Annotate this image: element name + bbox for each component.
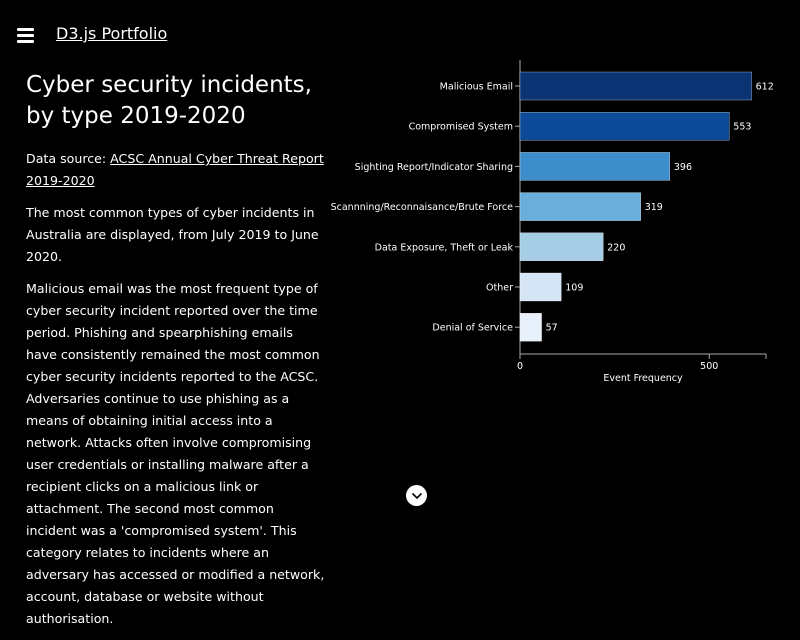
y-tick-label: Compromised System: [409, 122, 513, 133]
bar: [519, 71, 752, 101]
source-label: Data source:: [26, 151, 111, 166]
x-tick-label: 500: [700, 361, 718, 372]
bar: [519, 112, 730, 141]
page-title: Cyber security incidents, by type 2019-2…: [26, 72, 312, 129]
y-tick-label: Scannning/Reconnaisance/Brute Force: [331, 202, 514, 213]
data-label: 553: [733, 122, 751, 133]
bar: [519, 152, 671, 181]
bar: [519, 313, 542, 342]
y-tick-label: Sighting Report/Indicator Sharing: [355, 162, 513, 173]
y-tick-label: Denial of Service: [432, 323, 513, 334]
bar: [519, 232, 604, 261]
data-label: 109: [565, 283, 583, 294]
source-link[interactable]: ACSC Annual Cyber Threat Report 2019-202…: [26, 151, 324, 188]
chevron-down-icon: [411, 492, 422, 499]
data-label: 220: [607, 242, 625, 253]
data-label: 319: [645, 202, 663, 213]
y-tick-label: Malicious Email: [440, 82, 513, 93]
bar: [519, 192, 641, 221]
bar: [519, 272, 562, 302]
x-tick-label: 0: [517, 361, 523, 372]
brand-link[interactable]: D3.js Portfolio: [56, 24, 168, 43]
data-label: 396: [674, 162, 692, 173]
bar-chart: Malicious Email 612 Compromised System 553 S…: [331, 60, 774, 384]
y-tick-label: Other: [486, 283, 513, 294]
y-tick-label: Data Exposure, Theft or Leak: [375, 242, 514, 253]
data-source: Data source: ACSC Annual Cyber Threat Re…: [26, 148, 326, 192]
data-label: 612: [756, 82, 774, 93]
data-label: 57: [546, 323, 558, 334]
x-axis-label: Event Frequency: [603, 373, 683, 384]
scroll-down-button[interactable]: [406, 485, 427, 506]
intro-paragraph: The most common types of cyber incidents…: [26, 205, 319, 264]
hamburger-icon[interactable]: [17, 28, 34, 43]
